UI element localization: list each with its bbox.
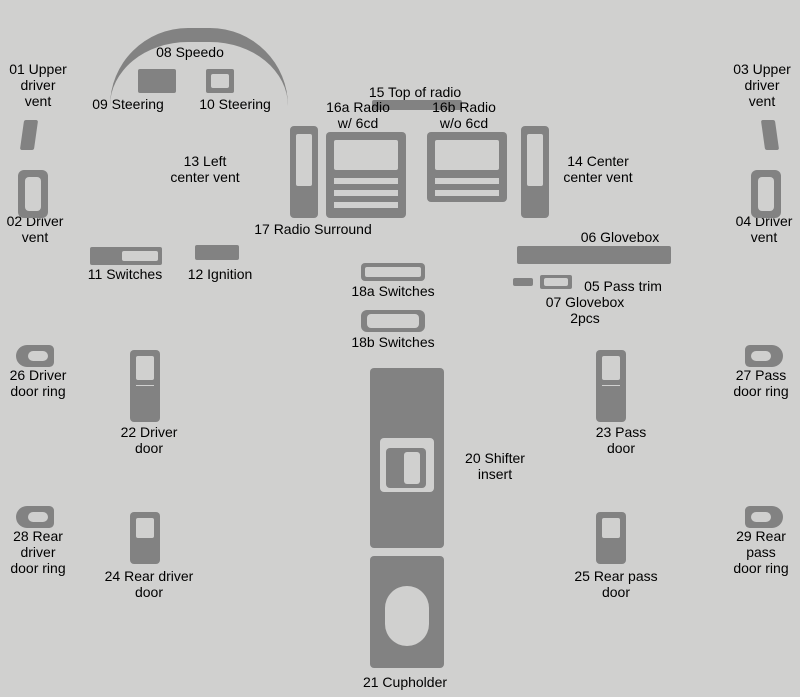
label-22: 22 Driver door bbox=[109, 424, 189, 456]
part-05 bbox=[513, 278, 533, 286]
label-03: 03 Upper driver vent bbox=[731, 61, 793, 109]
label-01: 01 Upper driver vent bbox=[7, 61, 69, 109]
label-17: 17 Radio Surround bbox=[253, 221, 373, 237]
label-23: 23 Pass door bbox=[586, 424, 656, 456]
part-12 bbox=[195, 245, 239, 260]
label-13: 13 Left center vent bbox=[165, 153, 245, 185]
part-09 bbox=[138, 69, 176, 93]
label-14: 14 Center center vent bbox=[558, 153, 638, 185]
label-16b: 16b Radio w/o 6cd bbox=[424, 99, 504, 131]
label-29: 29 Rear pass door ring bbox=[727, 528, 795, 576]
label-27: 27 Pass door ring bbox=[727, 367, 795, 399]
label-15: 15 Top of radio bbox=[360, 84, 470, 100]
label-18a: 18a Switches bbox=[343, 283, 443, 299]
part-08 bbox=[110, 28, 288, 106]
label-24: 24 Rear driver door bbox=[99, 568, 199, 600]
label-10: 10 Steering bbox=[195, 96, 275, 112]
label-16a: 16a Radio w/ 6cd bbox=[318, 99, 398, 131]
label-25: 25 Rear pass door bbox=[566, 568, 666, 600]
label-07: 07 Glovebox 2pcs bbox=[540, 294, 630, 326]
part-01 bbox=[20, 120, 38, 150]
label-06: 06 Glovebox bbox=[575, 229, 665, 245]
label-18b: 18b Switches bbox=[343, 334, 443, 350]
label-09: 09 Steering bbox=[88, 96, 168, 112]
part-06 bbox=[517, 246, 671, 264]
label-05: 05 Pass trim bbox=[578, 278, 668, 294]
label-21: 21 Cupholder bbox=[355, 674, 455, 690]
label-11: 11 Switches bbox=[83, 266, 167, 282]
label-26: 26 Driver door ring bbox=[4, 367, 72, 399]
label-12: 12 Ignition bbox=[180, 266, 260, 282]
part-03 bbox=[761, 120, 779, 150]
label-28: 28 Rear driver door ring bbox=[4, 528, 72, 576]
label-20: 20 Shifter insert bbox=[455, 450, 535, 482]
